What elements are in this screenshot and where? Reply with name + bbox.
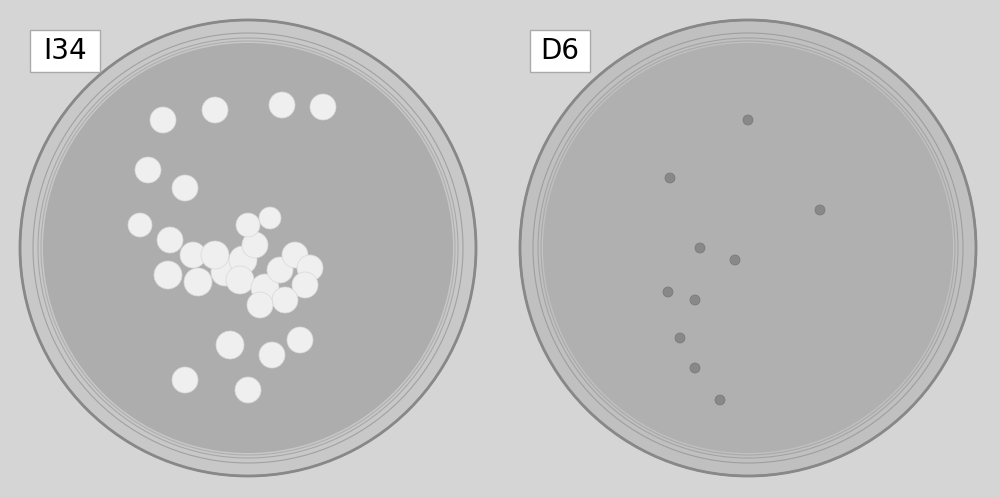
Ellipse shape (20, 20, 476, 476)
Ellipse shape (743, 115, 753, 125)
Ellipse shape (815, 205, 825, 215)
Ellipse shape (292, 272, 318, 298)
Ellipse shape (154, 261, 182, 289)
Ellipse shape (272, 287, 298, 313)
Ellipse shape (201, 241, 229, 269)
Ellipse shape (287, 327, 313, 353)
Ellipse shape (236, 213, 260, 237)
Ellipse shape (730, 255, 740, 265)
Ellipse shape (665, 173, 675, 183)
Ellipse shape (180, 242, 206, 268)
Ellipse shape (310, 94, 336, 120)
Ellipse shape (229, 246, 257, 274)
Ellipse shape (675, 333, 685, 343)
Ellipse shape (663, 287, 673, 297)
Ellipse shape (543, 43, 953, 453)
Ellipse shape (242, 232, 268, 258)
Ellipse shape (202, 97, 228, 123)
Ellipse shape (43, 43, 453, 453)
Text: I34: I34 (43, 37, 87, 65)
Ellipse shape (128, 213, 152, 237)
Ellipse shape (150, 107, 176, 133)
Ellipse shape (297, 255, 323, 281)
FancyBboxPatch shape (530, 30, 590, 72)
Ellipse shape (157, 227, 183, 253)
Ellipse shape (226, 266, 254, 294)
Ellipse shape (267, 257, 293, 283)
Ellipse shape (235, 377, 261, 403)
Ellipse shape (184, 268, 212, 296)
Text: D6: D6 (540, 37, 580, 65)
Ellipse shape (172, 367, 198, 393)
Ellipse shape (251, 274, 279, 302)
Ellipse shape (172, 175, 198, 201)
Ellipse shape (690, 363, 700, 373)
Ellipse shape (259, 207, 281, 229)
Ellipse shape (715, 395, 725, 405)
Ellipse shape (282, 242, 308, 268)
Ellipse shape (520, 20, 976, 476)
Ellipse shape (211, 258, 239, 286)
Ellipse shape (690, 295, 700, 305)
Ellipse shape (247, 292, 273, 318)
Ellipse shape (135, 157, 161, 183)
Ellipse shape (259, 342, 285, 368)
Ellipse shape (695, 243, 705, 253)
Ellipse shape (216, 331, 244, 359)
Ellipse shape (269, 92, 295, 118)
FancyBboxPatch shape (30, 30, 100, 72)
